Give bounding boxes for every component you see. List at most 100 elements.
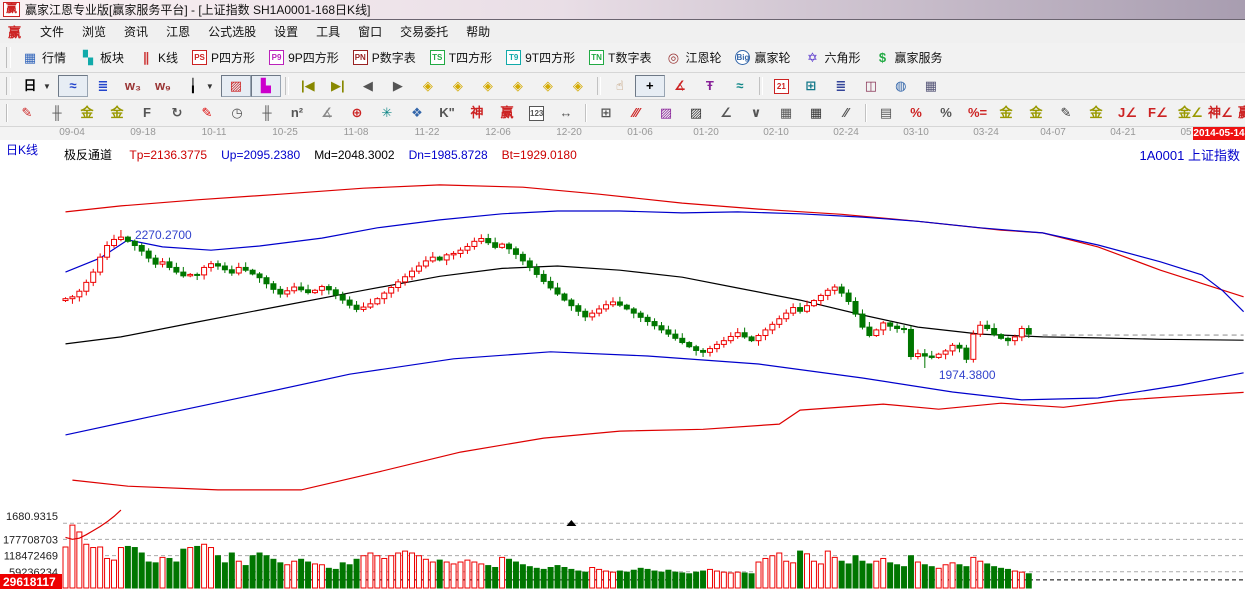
- percent-line-button[interactable]: %=: [961, 102, 991, 124]
- angle-ruler-button[interactable]: ∡: [665, 75, 695, 97]
- menu-item-9[interactable]: 帮助: [466, 25, 491, 39]
- dark-fan-button[interactable]: ▨: [681, 102, 711, 124]
- p-number-table-button[interactable]: PN P数字表: [346, 46, 423, 69]
- shen-tool-button[interactable]: 神: [462, 102, 492, 124]
- zoom-h-diamond-button[interactable]: ◈: [473, 75, 503, 97]
- comb-ruler-2-button[interactable]: ╫: [252, 102, 282, 124]
- a-angle-button[interactable]: ∡: [312, 102, 342, 124]
- red-fan-button[interactable]: ∕∕∕: [621, 102, 651, 124]
- compass-button[interactable]: ⊕: [342, 102, 372, 124]
- calculator-button[interactable]: ⊞: [796, 75, 826, 97]
- hexagon-button[interactable]: ✡ 六角形: [798, 46, 868, 69]
- menu-item-7[interactable]: 窗口: [358, 25, 383, 39]
- hand-pan-button[interactable]: ☝: [605, 75, 635, 97]
- gold-tool-a-button[interactable]: 金: [72, 102, 102, 124]
- spiral-tool-button[interactable]: ↻: [162, 102, 192, 124]
- f-ruler-button[interactable]: F: [132, 102, 162, 124]
- candle-style-button[interactable]: ╽ ▼: [178, 75, 221, 97]
- purple-fan-button[interactable]: ▨: [651, 102, 681, 124]
- period-day-button[interactable]: 日 ▼: [15, 75, 58, 97]
- menu-logo-icon[interactable]: 赢: [8, 25, 22, 40]
- menu-item-0[interactable]: 文件: [40, 25, 65, 39]
- save-button[interactable]: ◫: [856, 75, 886, 97]
- t-number-table-button[interactable]: TN T数字表: [582, 46, 658, 69]
- percent-button[interactable]: %: [931, 102, 961, 124]
- menu-item-1[interactable]: 浏览: [82, 25, 107, 39]
- boxed-star-button[interactable]: ❖: [402, 102, 432, 124]
- crosshair-button[interactable]: +: [634, 75, 665, 97]
- wave-view-button[interactable]: ≈: [57, 75, 88, 97]
- last-page-button[interactable]: ▶|: [323, 75, 353, 97]
- grid-box-button[interactable]: ⊞: [591, 102, 621, 124]
- volume-profile-button[interactable]: ▙: [250, 75, 281, 97]
- j-angle-button[interactable]: J∠: [1111, 102, 1141, 124]
- slash-lines-button[interactable]: ∕∕: [831, 102, 861, 124]
- menu-item-6[interactable]: 工具: [316, 25, 341, 39]
- menu-item-4[interactable]: 公式选股: [208, 25, 257, 39]
- gold-circle-button[interactable]: 金: [991, 102, 1021, 124]
- menu-item-8[interactable]: 交易委托: [400, 25, 449, 39]
- pattern-mark-button[interactable]: ▨: [220, 75, 251, 97]
- first-page-button[interactable]: |◀: [293, 75, 323, 97]
- remote-pc-button[interactable]: ▦: [916, 75, 946, 97]
- quotes-button[interactable]: ▦ 行情: [15, 46, 73, 69]
- menu-item-3[interactable]: 江恩: [166, 25, 191, 39]
- kline-button[interactable]: ∥ K线: [131, 46, 185, 69]
- 9p-square-button[interactable]: P9 9P四方形: [262, 46, 346, 69]
- gold-line-button[interactable]: 金: [1021, 102, 1051, 124]
- k-quote-button[interactable]: K": [432, 102, 462, 124]
- gann-t-tool-button[interactable]: Ŧ: [695, 75, 725, 97]
- menu-item-5[interactable]: 设置: [274, 25, 299, 39]
- candle-body: [131, 240, 138, 247]
- period-label[interactable]: 日K线: [6, 143, 39, 157]
- gold-tool-b-button[interactable]: 金: [102, 102, 132, 124]
- chart-canvas[interactable]: 2270.2700 1974.3800 1680.9315 177708703 1184…: [0, 140, 1245, 589]
- scroll-left-button[interactable]: ◀: [353, 75, 383, 97]
- winner-wheel-button[interactable]: Big 赢家轮: [728, 46, 797, 69]
- star-tool-button[interactable]: ✳: [372, 102, 402, 124]
- angle-lines-button[interactable]: ∠: [711, 102, 741, 124]
- zoom-right-diamond-button[interactable]: ◈: [443, 75, 473, 97]
- scroll-right-button[interactable]: ▶: [383, 75, 413, 97]
- zoom-left-diamond-button[interactable]: ◈: [413, 75, 443, 97]
- percent-list-button[interactable]: ▤: [871, 102, 901, 124]
- gold-angle-button[interactable]: 金∠: [1171, 102, 1203, 124]
- clock-cycle-button[interactable]: ◷: [222, 102, 252, 124]
- calendar-button[interactable]: 21: [767, 76, 796, 97]
- zoom-x-diamond-button[interactable]: ◈: [503, 75, 533, 97]
- sectors-button[interactable]: ▚ 板块: [73, 46, 131, 69]
- n-square-button[interactable]: n²: [282, 102, 312, 124]
- winner-service-button[interactable]: $ 赢家服务: [868, 46, 950, 69]
- v-lines-button[interactable]: ∨: [741, 102, 771, 124]
- grid-a-button[interactable]: ▦: [771, 102, 801, 124]
- pen-2-button[interactable]: ✎: [1051, 102, 1081, 124]
- web-update-button[interactable]: ◍: [886, 75, 916, 97]
- 9p-square-icon: P9: [269, 50, 285, 65]
- ying-tool-button[interactable]: 赢: [492, 102, 522, 124]
- toolbar-grip: [6, 103, 8, 123]
- 9t-square-button[interactable]: T9 9T四方形: [499, 46, 582, 69]
- menu-item-2[interactable]: 资讯: [124, 25, 149, 39]
- gann-wheel-button[interactable]: ◎ 江恩轮: [658, 46, 728, 69]
- chart-area[interactable]: 2270.2700 1974.3800 1680.9315 177708703 1184…: [0, 140, 1245, 589]
- p-square-button[interactable]: PS P四方形: [185, 46, 262, 69]
- wave-3-button[interactable]: w₃: [118, 75, 148, 97]
- red-percent-button[interactable]: %: [901, 102, 931, 124]
- zoom-plus-diamond-button[interactable]: ◈: [533, 75, 563, 97]
- h-span-button[interactable]: ↔: [551, 102, 581, 124]
- comb-ruler-button[interactable]: ╫: [42, 102, 72, 124]
- gold-wave-button[interactable]: 金: [1081, 102, 1111, 124]
- grid-b-button[interactable]: ▦: [801, 102, 831, 124]
- zoom-grid-diamond-button[interactable]: ◈: [563, 75, 593, 97]
- info-panel-button[interactable]: ≣: [88, 75, 118, 97]
- teal-wave-tool-button[interactable]: ≈: [725, 75, 755, 97]
- shen-angle-button[interactable]: 神∠: [1201, 102, 1233, 124]
- wave-9-button[interactable]: w₉: [148, 75, 178, 97]
- notes-button[interactable]: ≣: [826, 75, 856, 97]
- brush-tool-button[interactable]: ✎: [12, 102, 42, 124]
- red-brush-button[interactable]: ✎: [192, 102, 222, 124]
- ying-angle-button[interactable]: 赢∠: [1231, 102, 1245, 124]
- f-angle-button[interactable]: F∠: [1141, 102, 1171, 124]
- t-square-button[interactable]: TS T四方形: [423, 46, 499, 69]
- ruler-123-button[interactable]: 123: [522, 103, 551, 124]
